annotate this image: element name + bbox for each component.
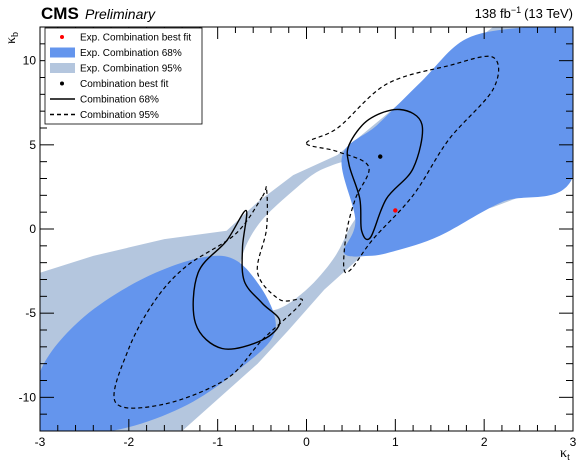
legend-label: Exp. Combination 68% [80, 48, 182, 59]
x-tick-label: 3 [570, 435, 577, 449]
legend-entry: Combination best fit [60, 79, 169, 90]
legend-box [44, 27, 203, 125]
legend-entry: Combination 95% [50, 110, 159, 121]
y-tick-label: -5 [25, 306, 36, 320]
legend-label: Combination best fit [80, 79, 169, 90]
y-axis-title: κb [4, 32, 21, 44]
legend-entry: Combination 68% [50, 95, 159, 106]
legend-label: Combination 68% [80, 95, 159, 106]
exp-best-fit-point [393, 208, 398, 213]
legend-red-dot [60, 35, 64, 39]
plot-area [40, 27, 573, 431]
combination-68-contour-upper [346, 108, 424, 241]
legend-swatch-68 [50, 47, 75, 58]
y-tick-label: 0 [29, 222, 36, 236]
legend-entry: Exp. Combination best fit [60, 33, 191, 44]
exp-68-band-lower [40, 255, 276, 431]
x-axis-title: κt [560, 446, 570, 463]
combination-68-contour-lower [192, 209, 281, 350]
legend-swatch-95 [50, 63, 75, 73]
luminosity-value: 138 fb [475, 6, 511, 21]
x-tick-label: -1 [212, 435, 223, 449]
exp-68-band-upper [341, 27, 573, 257]
y-axis-title-sub: b [10, 32, 21, 37]
y-axis-ticks: -10 -5 0 5 10 [19, 26, 573, 432]
x-tick-label: -3 [35, 435, 46, 449]
y-tick-label: 5 [29, 138, 36, 152]
legend-label: Combination 95% [80, 110, 159, 121]
y-tick-label: -10 [19, 390, 37, 404]
y-tick-label: 10 [23, 54, 37, 68]
status-label: Preliminary [85, 6, 156, 22]
luminosity-exponent: −1 [511, 5, 521, 15]
y-axis-title-main: κ [4, 37, 19, 44]
x-tick-label: 0 [303, 435, 310, 449]
legend-label: Exp. Combination best fit [80, 33, 191, 44]
combination-best-fit-point [378, 154, 383, 159]
legend: Exp. Combination best fit Exp. Combinatio… [44, 27, 203, 125]
x-tick-label: 1 [392, 435, 399, 449]
luminosity-energy: (13 TeV) [524, 6, 573, 21]
x-tick-label: 2 [481, 435, 488, 449]
legend-entry: Exp. Combination 68% [50, 47, 182, 59]
x-axis-title-main: κ [560, 446, 567, 461]
combination-95-contour-upper [305, 55, 500, 274]
luminosity-label: 138 fb−1 (13 TeV) [475, 5, 573, 21]
combination-95-contour-lower [113, 186, 303, 409]
x-tick-label: -2 [123, 435, 134, 449]
legend-label: Exp. Combination 95% [80, 64, 182, 75]
legend-entry: Exp. Combination 95% [50, 63, 182, 75]
experiment-label: CMS [41, 4, 79, 23]
legend-black-dot [60, 81, 64, 86]
x-axis-title-sub: t [567, 452, 570, 463]
